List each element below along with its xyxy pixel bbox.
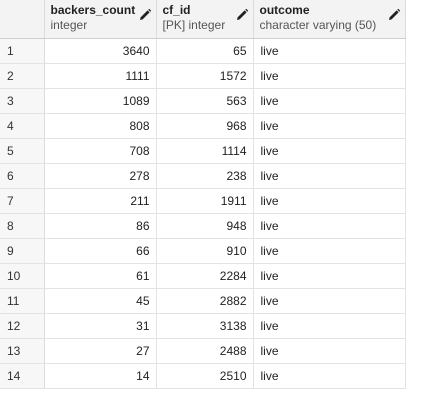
cell-cf-id[interactable]: 2488 <box>156 338 254 364</box>
cell-outcome[interactable]: live <box>253 63 406 89</box>
cell-outcome[interactable]: live <box>253 188 406 214</box>
column-name: cf_id <box>162 3 191 17</box>
table-row[interactable]: 1 3640 65 live <box>0 38 406 64</box>
cell-cf-id[interactable]: 910 <box>156 238 254 264</box>
pencil-icon[interactable] <box>138 8 152 22</box>
table-row[interactable]: 14 14 2510 live <box>0 363 406 389</box>
row-number[interactable]: 1 <box>0 38 45 64</box>
cell-backers-count[interactable]: 808 <box>44 113 157 139</box>
cell-backers-count[interactable]: 278 <box>44 163 157 189</box>
column-name: outcome <box>259 3 310 17</box>
row-number[interactable]: 4 <box>0 113 45 139</box>
cell-outcome[interactable]: live <box>253 138 406 164</box>
table-row[interactable]: 10 61 2284 live <box>0 263 406 289</box>
cell-outcome[interactable]: live <box>253 288 406 314</box>
cell-cf-id[interactable]: 238 <box>156 163 254 189</box>
cell-outcome[interactable]: live <box>253 113 406 139</box>
cell-cf-id[interactable]: 1114 <box>156 138 254 164</box>
cell-backers-count[interactable]: 27 <box>44 338 157 364</box>
header-row: backers_count integer cf_id [PK] integer <box>0 0 406 39</box>
column-type: [PK] integer <box>162 18 226 32</box>
row-number-header[interactable] <box>0 0 45 39</box>
column-type: integer <box>50 18 88 32</box>
cell-outcome[interactable]: live <box>253 313 406 339</box>
cell-outcome[interactable]: live <box>253 338 406 364</box>
cell-backers-count[interactable]: 61 <box>44 263 157 289</box>
column-name: backers_count <box>50 3 136 17</box>
cell-cf-id[interactable]: 948 <box>156 213 254 239</box>
row-number[interactable]: 5 <box>0 138 45 164</box>
cell-backers-count[interactable]: 1089 <box>44 88 157 114</box>
cell-backers-count[interactable]: 14 <box>44 363 157 389</box>
cell-cf-id[interactable]: 1911 <box>156 188 254 214</box>
cell-backers-count[interactable]: 66 <box>44 238 157 264</box>
cell-backers-count[interactable]: 45 <box>44 288 157 314</box>
cell-outcome[interactable]: live <box>253 88 406 114</box>
table-row[interactable]: 8 86 948 live <box>0 213 406 239</box>
column-header-cf-id[interactable]: cf_id [PK] integer <box>156 0 254 39</box>
cell-outcome[interactable]: live <box>253 163 406 189</box>
pencil-icon[interactable] <box>387 8 401 22</box>
row-number[interactable]: 9 <box>0 238 45 264</box>
table-row[interactable]: 5 708 1114 live <box>0 138 406 164</box>
cell-cf-id[interactable]: 2284 <box>156 263 254 289</box>
cell-cf-id[interactable]: 1572 <box>156 63 254 89</box>
column-type: character varying (50) <box>259 18 377 32</box>
cell-backers-count[interactable]: 86 <box>44 213 157 239</box>
cell-outcome[interactable]: live <box>253 363 406 389</box>
table-row[interactable]: 7 211 1911 live <box>0 188 406 214</box>
row-number[interactable]: 10 <box>0 263 45 289</box>
cell-outcome[interactable]: live <box>253 263 406 289</box>
cell-backers-count[interactable]: 1111 <box>44 63 157 89</box>
cell-backers-count[interactable]: 3640 <box>44 38 157 64</box>
cell-outcome[interactable]: live <box>253 38 406 64</box>
cell-cf-id[interactable]: 65 <box>156 38 254 64</box>
column-header-outcome[interactable]: outcome character varying (50) <box>253 0 406 39</box>
cell-cf-id[interactable]: 3138 <box>156 313 254 339</box>
table-row[interactable]: 11 45 2882 live <box>0 288 406 314</box>
cell-outcome[interactable]: live <box>253 238 406 264</box>
table-row[interactable]: 2 1111 1572 live <box>0 63 406 89</box>
table-row[interactable]: 4 808 968 live <box>0 113 406 139</box>
pencil-icon[interactable] <box>235 8 249 22</box>
cell-backers-count[interactable]: 31 <box>44 313 157 339</box>
row-number[interactable]: 2 <box>0 63 45 89</box>
row-number[interactable]: 14 <box>0 363 45 389</box>
cell-cf-id[interactable]: 968 <box>156 113 254 139</box>
cell-backers-count[interactable]: 708 <box>44 138 157 164</box>
row-number[interactable]: 3 <box>0 88 45 114</box>
row-number[interactable]: 13 <box>0 338 45 364</box>
row-number[interactable]: 11 <box>0 288 45 314</box>
table-row[interactable]: 13 27 2488 live <box>0 338 406 364</box>
query-results-grid: backers_count integer cf_id [PK] integer <box>0 0 406 389</box>
column-header-backers-count[interactable]: backers_count integer <box>44 0 157 39</box>
cell-outcome[interactable]: live <box>253 213 406 239</box>
cell-cf-id[interactable]: 563 <box>156 88 254 114</box>
row-number[interactable]: 6 <box>0 163 45 189</box>
cell-cf-id[interactable]: 2882 <box>156 288 254 314</box>
table-row[interactable]: 12 31 3138 live <box>0 313 406 339</box>
table-row[interactable]: 9 66 910 live <box>0 238 406 264</box>
cell-backers-count[interactable]: 211 <box>44 188 157 214</box>
row-number[interactable]: 8 <box>0 213 45 239</box>
row-number[interactable]: 7 <box>0 188 45 214</box>
table-row[interactable]: 3 1089 563 live <box>0 88 406 114</box>
cell-cf-id[interactable]: 2510 <box>156 363 254 389</box>
table-row[interactable]: 6 278 238 live <box>0 163 406 189</box>
row-number[interactable]: 12 <box>0 313 45 339</box>
